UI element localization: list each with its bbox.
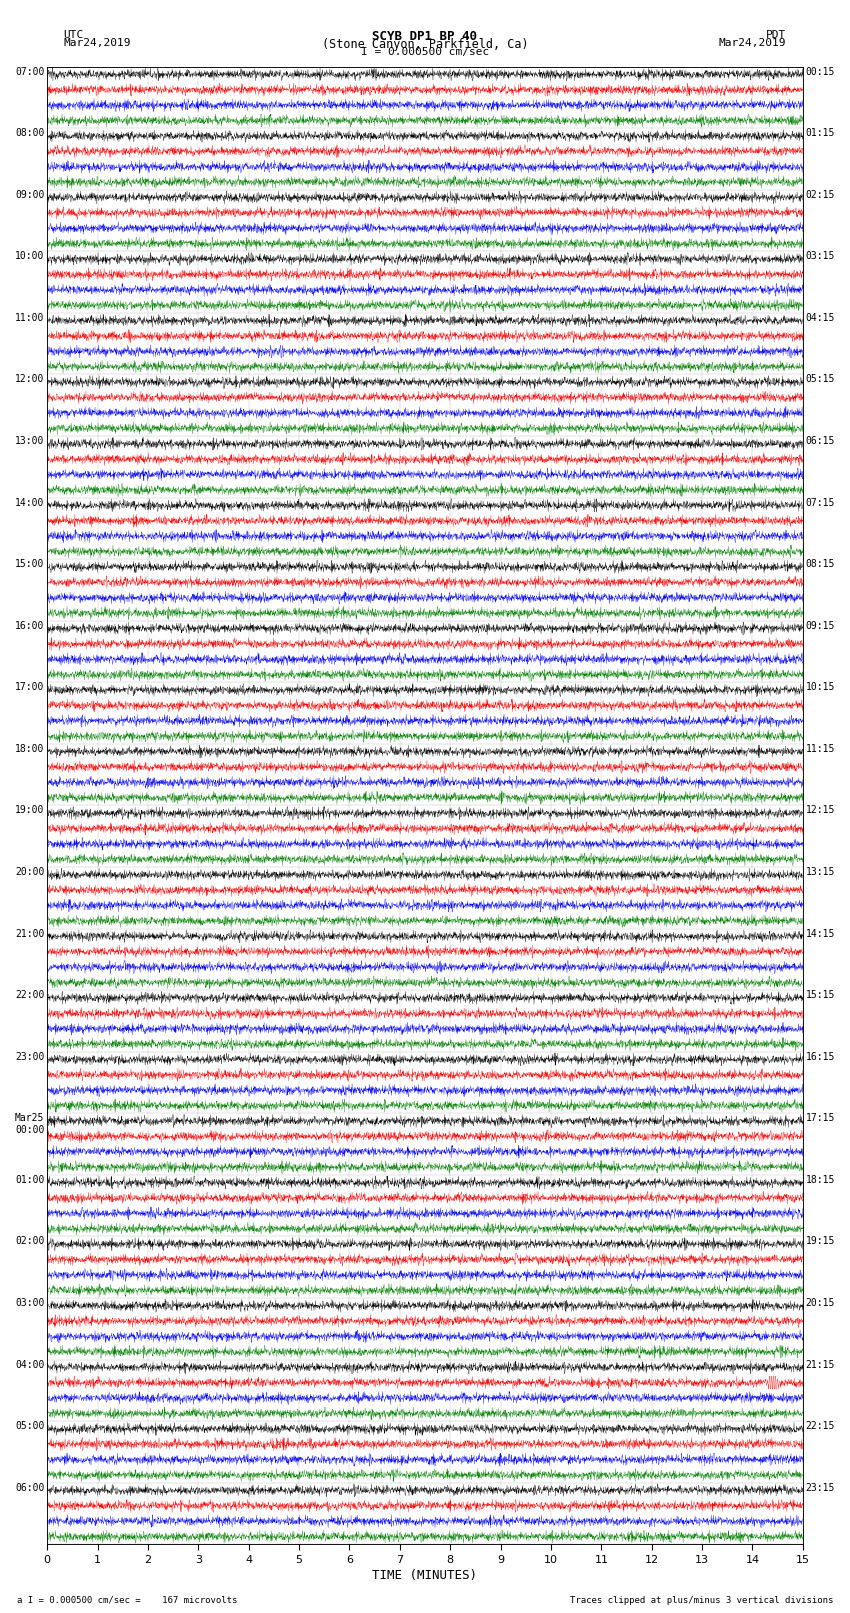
Text: Mar24,2019: Mar24,2019	[64, 39, 131, 48]
Text: a I = 0.000500 cm/sec =    167 microvolts: a I = 0.000500 cm/sec = 167 microvolts	[17, 1595, 237, 1605]
X-axis label: TIME (MINUTES): TIME (MINUTES)	[372, 1569, 478, 1582]
Text: PDT: PDT	[766, 31, 786, 40]
Text: I = 0.000500 cm/sec: I = 0.000500 cm/sec	[361, 47, 489, 56]
Text: UTC: UTC	[64, 31, 84, 40]
Text: Mar24,2019: Mar24,2019	[719, 39, 786, 48]
Text: Traces clipped at plus/minus 3 vertical divisions: Traces clipped at plus/minus 3 vertical …	[570, 1595, 833, 1605]
Text: SCYB DP1 BP 40: SCYB DP1 BP 40	[372, 31, 478, 44]
Text: (Stone Canyon, Parkfield, Ca): (Stone Canyon, Parkfield, Ca)	[321, 39, 529, 52]
